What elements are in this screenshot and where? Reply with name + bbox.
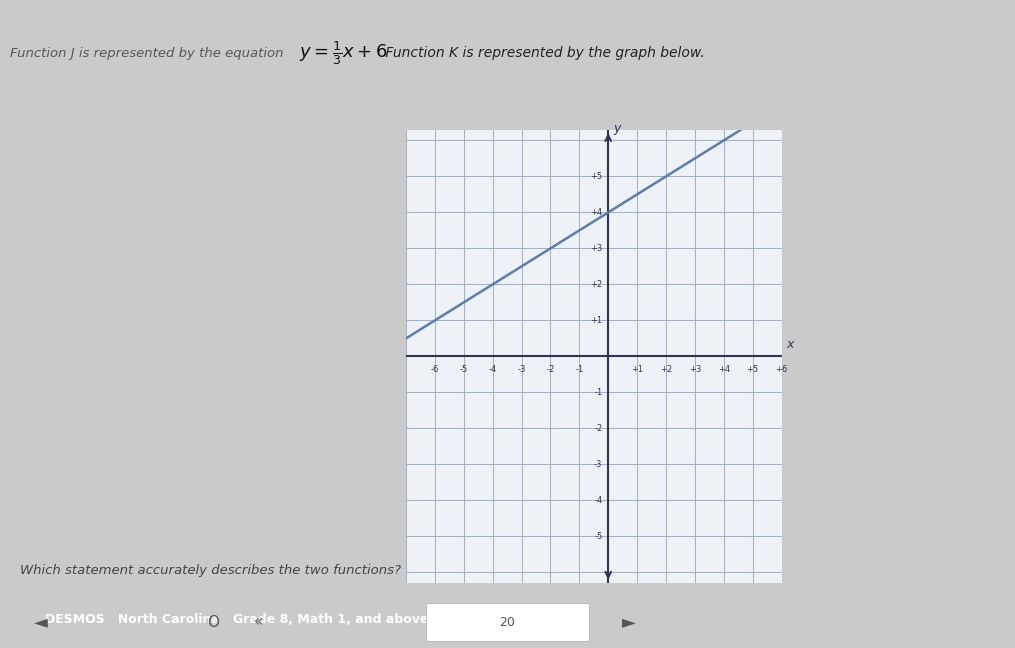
Text: -3: -3 bbox=[518, 365, 526, 375]
Text: +2: +2 bbox=[660, 365, 672, 375]
Text: +3: +3 bbox=[590, 244, 603, 253]
Text: -5: -5 bbox=[460, 365, 468, 375]
Text: -4: -4 bbox=[594, 496, 603, 505]
Text: ◄: ◄ bbox=[33, 613, 48, 631]
Text: -1: -1 bbox=[594, 388, 603, 397]
Text: Function J is represented by the equation: Function J is represented by the equatio… bbox=[10, 47, 288, 60]
Text: -6: -6 bbox=[430, 365, 439, 375]
Text: x: x bbox=[787, 338, 794, 351]
Text: DESMOS   North Carolina   Grade 8, Math 1, and above Version: DESMOS North Carolina Grade 8, Math 1, a… bbox=[45, 613, 485, 627]
Text: O: O bbox=[207, 614, 219, 630]
Text: +4: +4 bbox=[718, 365, 730, 375]
Text: +3: +3 bbox=[689, 365, 701, 375]
Text: -2: -2 bbox=[546, 365, 554, 375]
Text: +4: +4 bbox=[591, 208, 603, 217]
Text: Function K is represented by the graph below.: Function K is represented by the graph b… bbox=[381, 47, 704, 60]
Text: -1: -1 bbox=[576, 365, 584, 375]
Text: +1: +1 bbox=[591, 316, 603, 325]
Text: -4: -4 bbox=[488, 365, 496, 375]
Text: +5: +5 bbox=[591, 172, 603, 181]
Text: +5: +5 bbox=[747, 365, 759, 375]
Text: 20: 20 bbox=[499, 616, 516, 629]
Text: y: y bbox=[613, 122, 621, 135]
Text: ►: ► bbox=[622, 613, 636, 631]
Text: +1: +1 bbox=[631, 365, 644, 375]
Text: $y = \frac{1}{3}x + 6$: $y = \frac{1}{3}x + 6$ bbox=[299, 40, 388, 67]
Text: -3: -3 bbox=[594, 460, 603, 469]
Text: +6: +6 bbox=[775, 365, 788, 375]
Text: -2: -2 bbox=[594, 424, 603, 433]
FancyBboxPatch shape bbox=[426, 603, 589, 641]
Text: -5: -5 bbox=[594, 532, 603, 541]
Text: +2: +2 bbox=[591, 280, 603, 289]
Text: «: « bbox=[254, 614, 264, 630]
Text: Which statement accurately describes the two functions?: Which statement accurately describes the… bbox=[20, 564, 401, 577]
